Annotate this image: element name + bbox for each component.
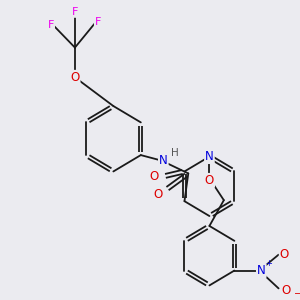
Text: O: O <box>282 284 291 297</box>
Text: H: H <box>171 148 179 158</box>
Text: +: + <box>266 259 272 268</box>
Text: N: N <box>205 150 214 163</box>
Text: F: F <box>48 20 54 30</box>
Text: O: O <box>153 188 162 201</box>
Text: F: F <box>95 17 101 27</box>
Text: −: − <box>294 289 300 299</box>
Text: O: O <box>280 248 289 261</box>
Text: N: N <box>257 264 266 277</box>
Text: N: N <box>159 154 168 167</box>
Text: F: F <box>72 7 78 17</box>
Text: O: O <box>205 174 214 187</box>
Text: O: O <box>70 71 80 84</box>
Text: O: O <box>149 170 158 183</box>
